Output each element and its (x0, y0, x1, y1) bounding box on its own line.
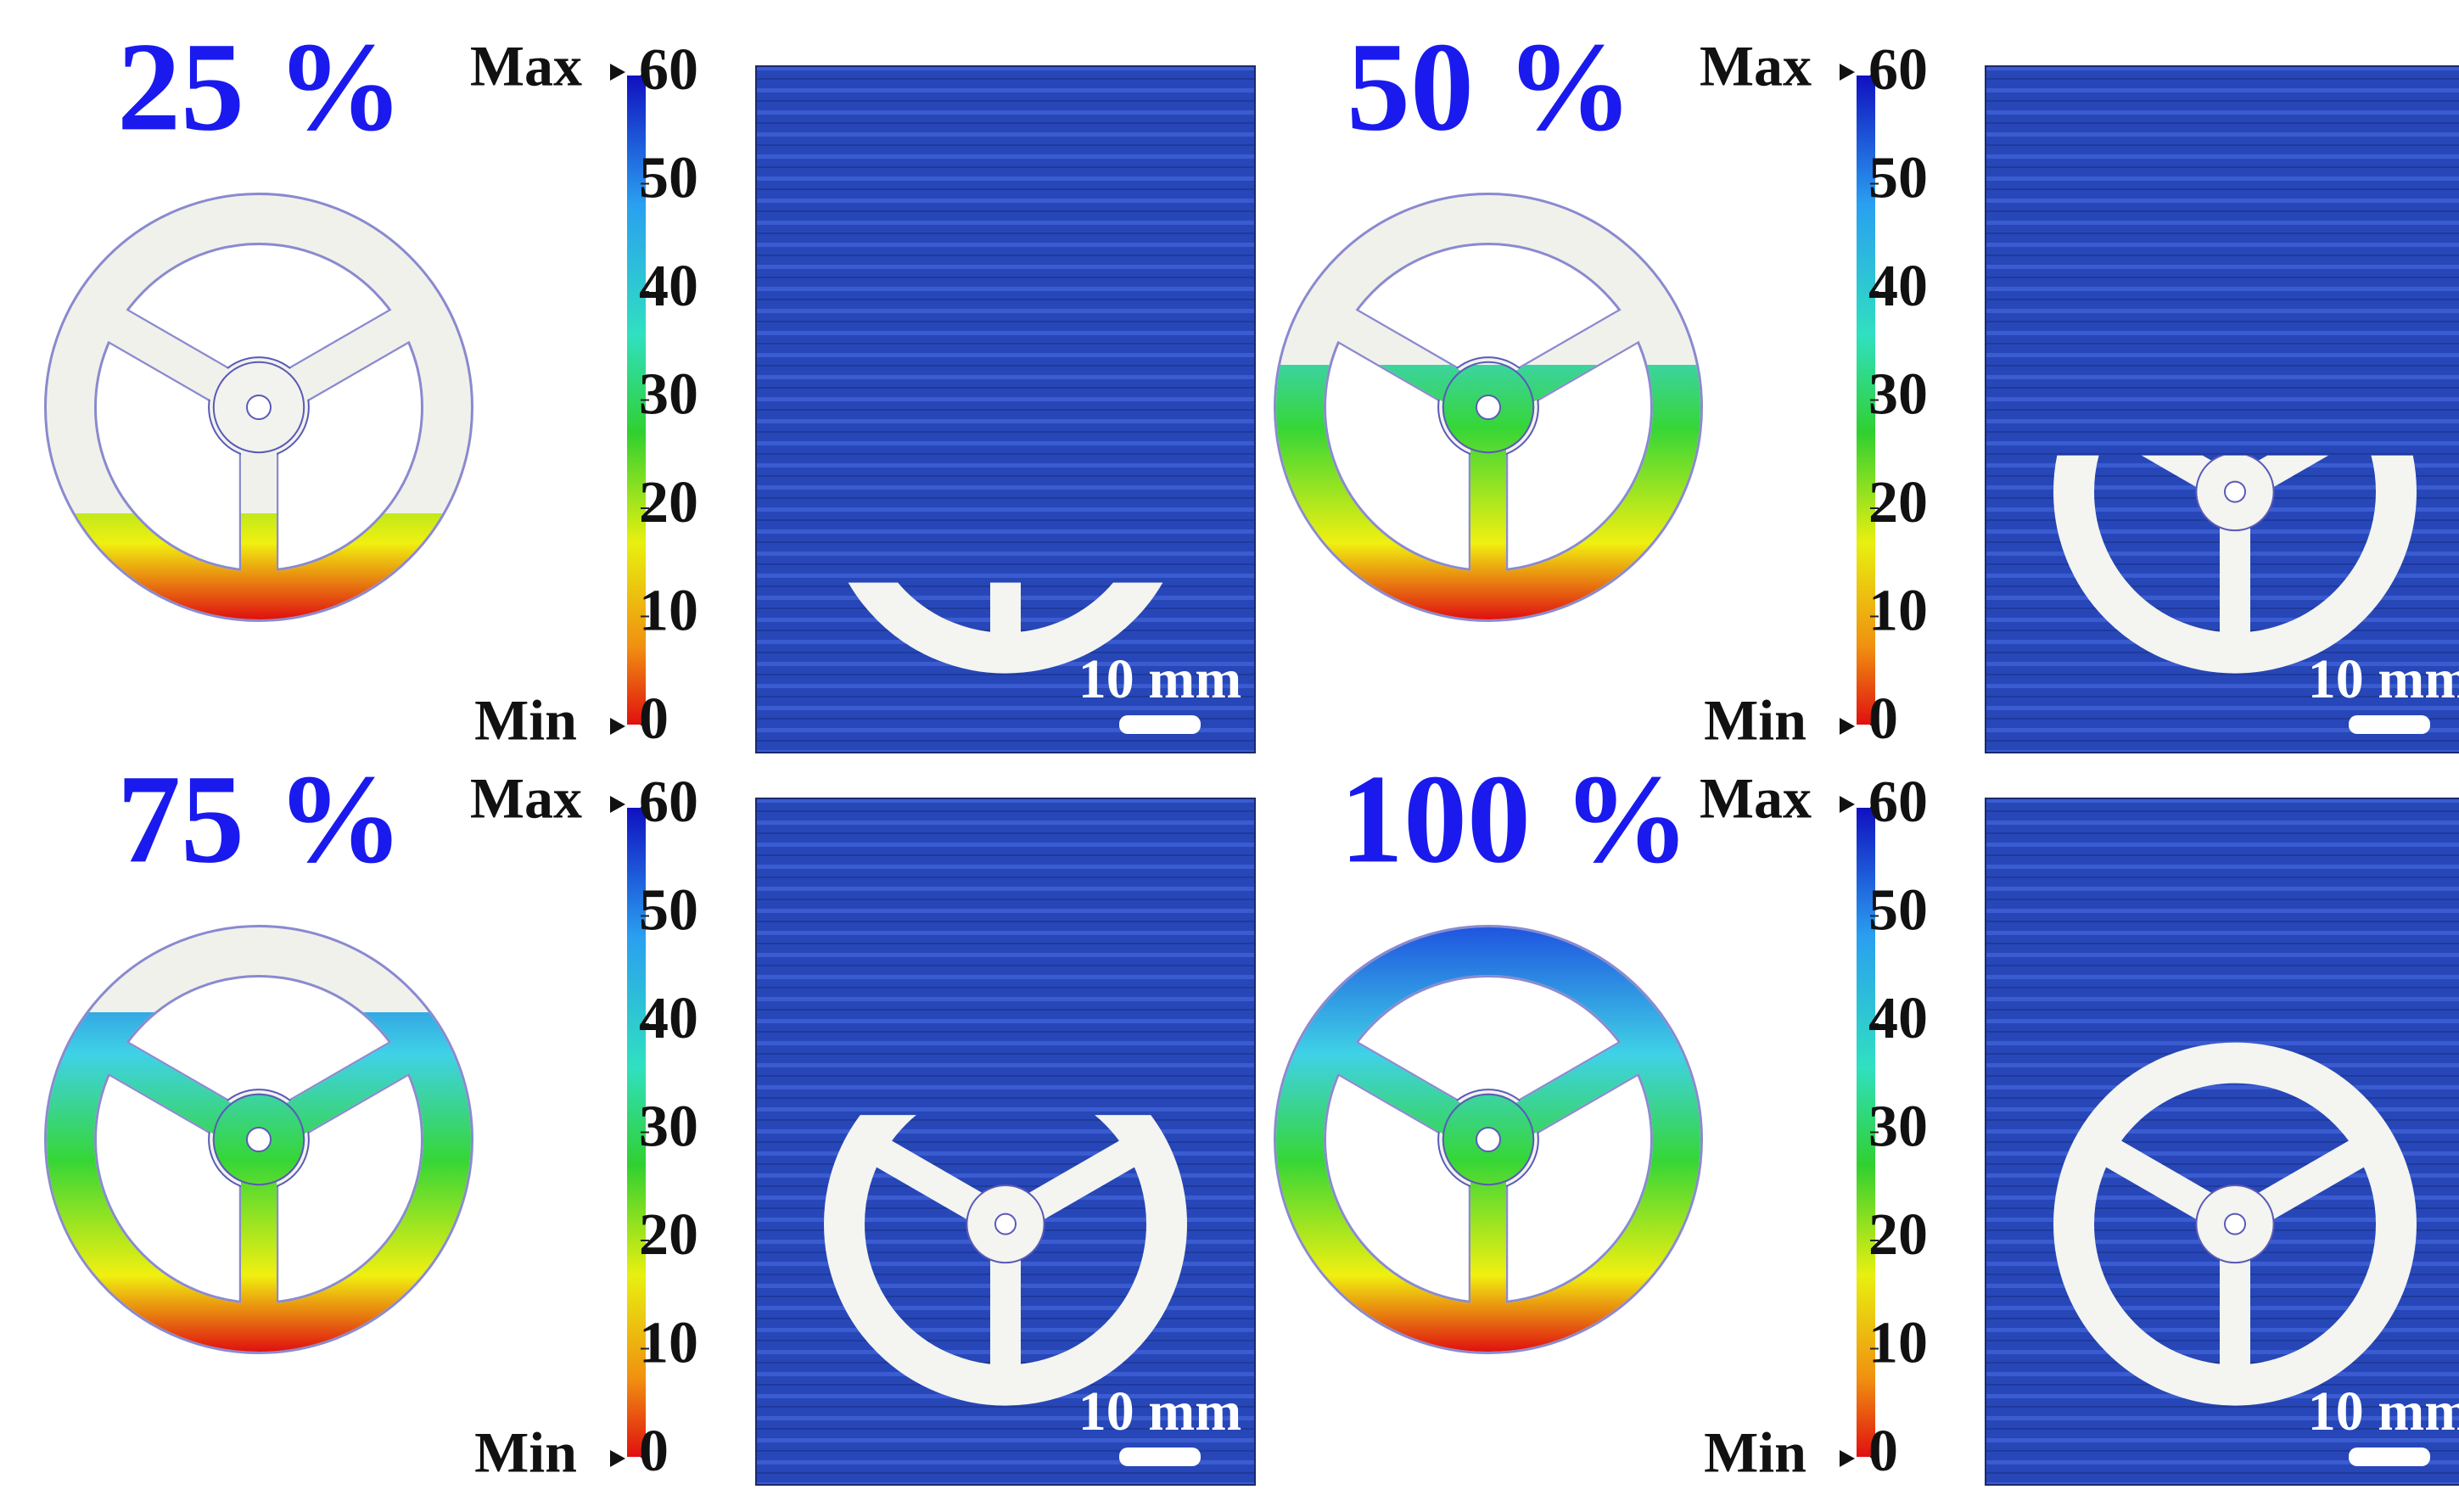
colorbar-tick-label: 10 (1868, 579, 1928, 644)
panel: 75 % 0 10 20 30 40 50 60 Max Min 10 mm (44, 748, 1256, 1486)
colorbar-min-label: Min (474, 1420, 577, 1485)
colorbar-tick-label: 60 (1868, 37, 1928, 103)
colorbar-max-label: Max (470, 34, 582, 98)
colorbar-tick-label: 20 (1868, 470, 1928, 535)
wheel-hole (2224, 480, 2246, 503)
colorbar (1857, 808, 1875, 1457)
printed-part (848, 582, 1163, 674)
colorbar-tick-label: 30 (1868, 362, 1928, 428)
colorbar-min-label: Min (1704, 1420, 1806, 1485)
fill-region (1276, 365, 1700, 619)
wheel-hole (994, 1212, 1017, 1235)
colorbar-tick-label: 40 (1868, 986, 1928, 1051)
colorbar-tick-label: 20 (1868, 1202, 1928, 1268)
printed-wheel (848, 582, 1163, 674)
colorbar-tick-label: 0 (639, 686, 669, 752)
colorbar-max-label: Max (1700, 766, 1812, 831)
colorbar-tick-label: 0 (1868, 1419, 1898, 1484)
min-arrow (1840, 718, 1855, 735)
panel: 100 % 0 10 20 30 40 50 60 Max Min 10 mm (1274, 748, 2459, 1486)
wheel-colored (75, 513, 443, 619)
colorbar (1857, 76, 1875, 725)
colorbar-tick-label: 10 (639, 1311, 698, 1376)
wheel-hole (246, 1127, 272, 1152)
colorbar-tick-label: 20 (639, 470, 698, 535)
fill-label: 25 % (117, 16, 404, 157)
colorbar-tick-label: 40 (639, 986, 698, 1051)
fill-label: 50 % (1347, 16, 1633, 157)
colorbar-tick-label: 60 (639, 37, 698, 103)
panel: 50 % 0 10 20 30 40 50 60 Max Min 10 mm (1274, 16, 2459, 753)
colorbar-tick-label: 60 (1868, 770, 1928, 835)
printed-wheel (2053, 1042, 2417, 1406)
max-arrow (610, 796, 625, 813)
min-arrow (1840, 1450, 1855, 1467)
wheel-hole (2224, 1212, 2246, 1235)
fill-label: 100 % (1340, 748, 1690, 889)
wheel-hole (1476, 395, 1501, 420)
printed-part (2053, 1042, 2417, 1406)
panel: 25 % 0 10 20 30 40 50 60 Max Min 10 mm (44, 16, 1256, 753)
max-arrow (1840, 64, 1855, 81)
colorbar-tick-label: 40 (639, 254, 698, 319)
colorbar-tick-label: 0 (1868, 686, 1898, 752)
scale-bar (2349, 1448, 2430, 1466)
colorbar-max-label: Max (470, 766, 582, 831)
colorbar-tick-label: 30 (639, 362, 698, 428)
colorbar (627, 76, 646, 725)
colorbar-min-label: Min (1704, 688, 1806, 753)
scale-bar (2349, 715, 2430, 734)
colorbar-tick-label: 50 (639, 878, 698, 944)
wheel-colored (1276, 365, 1700, 619)
colorbar-tick-label: 30 (639, 1095, 698, 1160)
colorbar-tick-label: 20 (639, 1202, 698, 1268)
colorbar (627, 808, 646, 1457)
fill-label: 75 % (117, 748, 404, 889)
colorbar-tick-label: 50 (639, 146, 698, 211)
max-arrow (1840, 796, 1855, 813)
wheel-hole (1476, 1127, 1501, 1152)
fill-region (1276, 927, 1700, 1352)
colorbar-tick-label: 50 (1868, 878, 1928, 944)
colorbar-tick-label: 40 (1868, 254, 1928, 319)
colorbar-tick-label: 60 (639, 770, 698, 835)
printed-wheel (824, 1115, 1187, 1406)
colorbar-min-label: Min (474, 688, 577, 753)
wheel-colored (1276, 927, 1700, 1352)
colorbar-tick-label: 50 (1868, 146, 1928, 211)
wheel-colored (47, 1012, 471, 1352)
scale-bar-label: 10 mm (1078, 648, 1241, 710)
printed-part (824, 1115, 1187, 1406)
wheel-rim (824, 1115, 1187, 1406)
scale-bar (1119, 1448, 1201, 1466)
scale-bar-label: 10 mm (2308, 1380, 2459, 1442)
max-arrow (610, 64, 625, 81)
wheel-rim (2053, 1042, 2417, 1406)
fill-region (47, 1012, 471, 1352)
colorbar-max-label: Max (1700, 34, 1812, 98)
scale-bar-label: 10 mm (2308, 648, 2459, 710)
colorbar-tick-label: 10 (1868, 1311, 1928, 1376)
colorbar-tick-label: 0 (639, 1419, 669, 1484)
scale-bar (1119, 715, 1201, 734)
colorbar-tick-label: 30 (1868, 1095, 1928, 1160)
wheel-hole (246, 395, 272, 420)
printed-wheel (2053, 455, 2417, 674)
min-arrow (610, 718, 625, 735)
printed-part (2053, 455, 2417, 674)
fill-region (75, 513, 443, 619)
min-arrow (610, 1450, 625, 1467)
scale-bar-label: 10 mm (1078, 1380, 1241, 1442)
colorbar-tick-label: 10 (639, 579, 698, 644)
